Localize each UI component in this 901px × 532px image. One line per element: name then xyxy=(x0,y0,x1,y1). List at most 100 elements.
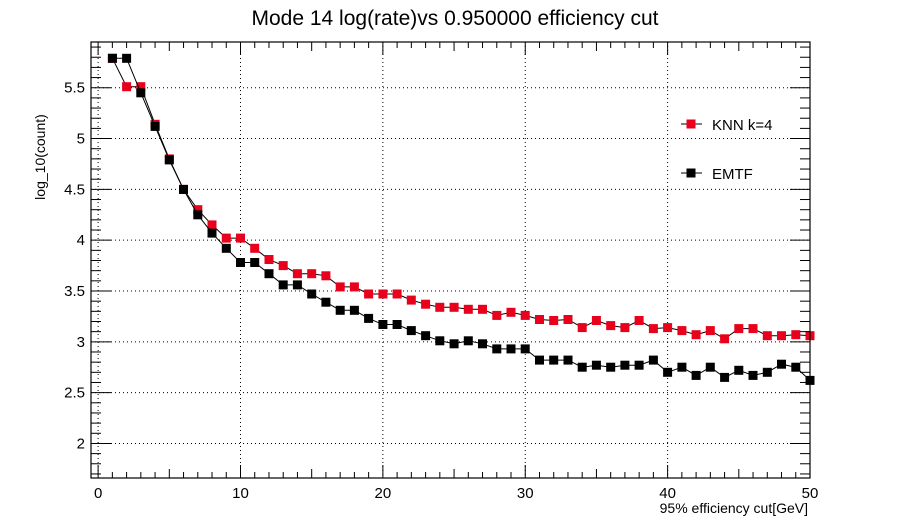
data-point xyxy=(634,360,644,370)
data-point xyxy=(734,324,744,334)
data-point xyxy=(207,220,217,230)
data-point xyxy=(264,255,274,264)
legend-marker-emtf xyxy=(686,168,696,178)
data-point xyxy=(122,53,132,63)
legend-marker-knn xyxy=(686,119,696,129)
legend-label-emtf: EMTF xyxy=(712,166,753,183)
y-tick-label: 2.5 xyxy=(64,385,85,402)
data-point xyxy=(250,243,260,253)
data-point xyxy=(421,299,431,309)
data-point xyxy=(364,289,374,299)
data-point xyxy=(577,323,587,333)
data-point xyxy=(705,362,715,372)
data-point xyxy=(506,344,516,354)
data-point xyxy=(392,320,402,329)
data-point xyxy=(705,326,715,336)
data-point xyxy=(606,321,616,331)
data-point xyxy=(563,315,573,324)
data-point xyxy=(193,210,203,220)
data-point xyxy=(777,331,786,341)
data-point xyxy=(107,53,117,63)
data-point xyxy=(292,280,302,290)
data-point xyxy=(663,367,673,377)
data-point xyxy=(435,336,445,346)
data-point xyxy=(421,331,431,341)
data-point xyxy=(321,271,331,281)
grid xyxy=(91,42,810,478)
data-point xyxy=(691,370,701,380)
data-point xyxy=(150,121,160,131)
data-point xyxy=(321,297,331,307)
data-point xyxy=(762,367,772,377)
data-point xyxy=(791,330,801,340)
data-point xyxy=(677,362,687,372)
data-point xyxy=(164,155,174,165)
data-point xyxy=(406,295,416,305)
series-line xyxy=(111,58,811,340)
series-emtf xyxy=(107,53,815,385)
data-point xyxy=(449,302,459,312)
plot-frame xyxy=(90,41,811,479)
x-axis-title: 95% efficiency cut[GeV] xyxy=(660,500,808,516)
data-point xyxy=(392,289,402,299)
y-tick-label: 5.5 xyxy=(64,80,85,97)
data-point xyxy=(648,355,658,365)
series-layer xyxy=(107,53,815,385)
data-point xyxy=(236,258,245,267)
data-point xyxy=(492,310,502,320)
data-point xyxy=(449,339,459,349)
data-point xyxy=(463,304,473,314)
data-point xyxy=(520,344,530,354)
data-point xyxy=(549,316,559,325)
data-point xyxy=(179,184,188,194)
data-point xyxy=(634,316,644,325)
data-point xyxy=(520,310,530,320)
x-tick-label: 40 xyxy=(659,485,676,502)
data-point xyxy=(549,355,559,365)
x-tick-label: 50 xyxy=(802,485,819,502)
data-point xyxy=(606,362,616,372)
data-point xyxy=(278,261,288,271)
data-point xyxy=(463,336,473,346)
data-point xyxy=(349,282,359,292)
data-point xyxy=(563,355,573,365)
data-point xyxy=(691,330,701,340)
legend-label-knn: KNN k=4 xyxy=(712,117,772,134)
data-point xyxy=(762,331,772,341)
y-tick-label: 4 xyxy=(77,232,85,249)
data-point xyxy=(378,320,388,329)
data-point xyxy=(435,302,445,312)
data-point xyxy=(193,205,203,215)
data-point xyxy=(591,360,601,370)
data-point xyxy=(734,365,744,375)
data-point xyxy=(307,289,317,299)
data-point xyxy=(577,362,587,372)
data-point xyxy=(221,233,231,243)
data-point xyxy=(264,269,274,279)
x-tick-label: 30 xyxy=(517,485,534,502)
data-point xyxy=(122,82,132,92)
data-point xyxy=(620,360,630,370)
data-point xyxy=(136,88,146,98)
data-point xyxy=(720,334,730,344)
data-point xyxy=(663,323,673,333)
data-point xyxy=(748,370,758,380)
x-tick-label: 20 xyxy=(375,485,392,502)
data-point xyxy=(378,289,388,299)
data-point xyxy=(335,305,345,315)
data-point xyxy=(677,326,687,336)
data-point xyxy=(278,280,288,290)
data-point xyxy=(591,316,601,325)
data-point xyxy=(506,307,516,317)
data-point xyxy=(335,282,345,292)
data-point xyxy=(535,355,544,365)
data-point xyxy=(364,313,374,323)
y-axis-title: log_10(count) xyxy=(32,114,48,200)
data-point xyxy=(748,324,758,334)
series-knn xyxy=(107,53,815,344)
data-point xyxy=(478,339,487,349)
legend: KNN k=4 EMTF xyxy=(681,117,772,183)
data-point xyxy=(478,304,487,314)
data-point xyxy=(720,372,730,382)
